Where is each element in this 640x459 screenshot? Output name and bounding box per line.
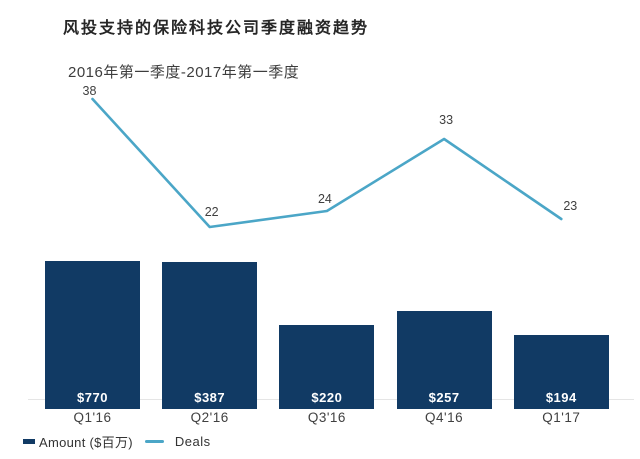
- amount-bar: $220: [279, 325, 375, 409]
- x-axis-label: Q1'16: [73, 410, 112, 425]
- amount-bar: $770: [45, 261, 140, 409]
- deals-legend-label: Deals: [174, 433, 211, 449]
- bar-value-label: $194: [545, 390, 577, 405]
- amount-legend-label: Amount ($百万): [39, 434, 133, 450]
- x-axis-label: Q3'16: [307, 410, 346, 425]
- bar-value-label: $257: [428, 390, 460, 405]
- bar-value-label: $770: [77, 390, 108, 405]
- amount-legend-swatch: [23, 438, 35, 444]
- amount-bar: $257: [396, 311, 492, 409]
- x-axis-label: Q2'16: [190, 410, 229, 425]
- bar-value-label: $387: [194, 390, 226, 405]
- chart-subtitle: 2016年第一季度-2017年第一季度: [68, 64, 300, 81]
- bar-value-label: $220: [311, 390, 343, 405]
- x-axis-label: Q1'17: [542, 410, 581, 425]
- amount-bar: $387: [162, 262, 258, 409]
- deals-legend-swatch: [144, 439, 164, 443]
- amount-bar: $194: [513, 335, 609, 409]
- chart-title: 风投支持的保险科技公司季度融资趋势: [63, 20, 370, 37]
- legend: Amount ($百万) Deals: [23, 433, 211, 450]
- x-axis-label: Q4'16: [425, 410, 464, 425]
